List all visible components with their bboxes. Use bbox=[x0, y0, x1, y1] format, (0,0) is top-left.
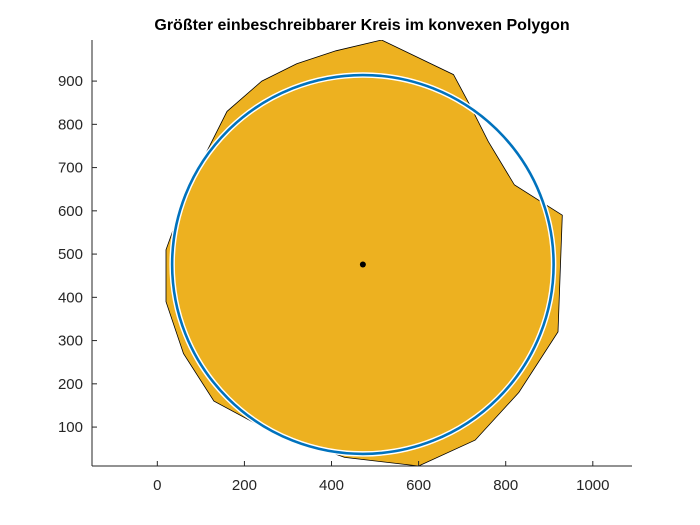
y-tick-label: 400 bbox=[58, 289, 83, 306]
y-tick-label: 500 bbox=[58, 246, 83, 263]
x-tick-label: 600 bbox=[406, 477, 431, 494]
x-tick-label: 200 bbox=[232, 477, 257, 494]
y-tick-label: 600 bbox=[58, 203, 83, 220]
polygon-shape bbox=[165, 40, 563, 466]
y-tick-label: 800 bbox=[58, 116, 83, 133]
x-tick-label: 800 bbox=[493, 477, 518, 494]
x-tick-label: 0 bbox=[153, 477, 161, 494]
plot-area bbox=[165, 40, 563, 466]
y-tick-label: 900 bbox=[58, 73, 83, 90]
center-point bbox=[359, 261, 366, 268]
x-tick-label: 400 bbox=[319, 477, 344, 494]
y-tick-label: 200 bbox=[58, 376, 83, 393]
y-tick-label: 700 bbox=[58, 160, 83, 177]
chart-title: Größter einbeschreibbarer Kreis im konve… bbox=[154, 17, 569, 34]
y-tick-label: 300 bbox=[58, 333, 83, 350]
y-tick-label: 100 bbox=[58, 419, 83, 436]
x-tick-label: 1000 bbox=[576, 477, 609, 494]
axes: 0 200 400 600 800 1000 100 200 300 400 500 600 700 80… bbox=[58, 40, 632, 494]
inscribed-circle bbox=[170, 73, 555, 456]
